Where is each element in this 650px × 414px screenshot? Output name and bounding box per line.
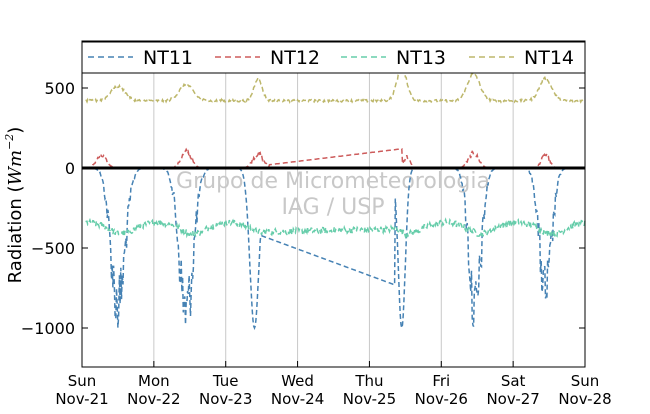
y-tick-label: 500 (44, 79, 75, 98)
x-tick-label-date: Nov-24 (271, 390, 324, 408)
y-tick-label: −500 (31, 239, 75, 258)
y-axis-label: Radiation (Wm−2) (3, 127, 26, 284)
legend-label-nt11: NT11 (143, 47, 193, 69)
x-tick-label-day: Fri (432, 372, 450, 390)
plot-frame (81, 40, 586, 368)
x-tick-label-date: Nov-26 (415, 390, 468, 408)
y-tick-label: 0 (65, 159, 75, 178)
y-axis-label-exponent: −2 (3, 134, 16, 150)
grid (153, 73, 514, 367)
series-nt13 (85, 217, 586, 240)
legend-label-nt13: NT13 (396, 47, 446, 69)
legend: NT11 NT12 NT13 NT14 (81, 41, 586, 74)
y-axis: 500 0 −500 −1000 (21, 79, 585, 338)
x-tick-label-date: Nov-23 (199, 390, 252, 408)
x-tick-label-day: Mon (138, 372, 170, 390)
x-tick-label-date: Nov-27 (486, 390, 539, 408)
x-tick-label-day: Tue (212, 372, 239, 390)
y-axis-label-unit: Wm (5, 150, 26, 186)
plot-background (82, 41, 585, 367)
x-tick-label-day: Sun (68, 372, 97, 390)
x-tick-label-day: Sat (501, 372, 526, 390)
y-tick-label: −1000 (21, 319, 75, 338)
x-tick-label-date: Nov-22 (127, 390, 180, 408)
watermark-line-1: Grupo de Micrometeorologia (176, 169, 490, 194)
legend-label-nt12: NT12 (270, 47, 320, 69)
x-tick-label-date: Nov-25 (343, 390, 396, 408)
watermark-line-2: IAG / USP (282, 195, 385, 220)
legend-label-nt14: NT14 (524, 47, 574, 69)
x-tick-label-day: Wed (281, 372, 314, 390)
x-tick-label-day: Sun (571, 372, 600, 390)
y-axis-label-text: Radiation ( (5, 186, 26, 284)
x-tick-label-date: Nov-28 (558, 390, 611, 408)
y-axis-label-close: ) (5, 127, 26, 134)
x-tick-label-date: Nov-21 (55, 390, 108, 408)
x-tick-label-day: Thu (354, 372, 383, 390)
x-axis: SunNov-21MonNov-22TueNov-23WedNov-24ThuN… (55, 361, 612, 408)
